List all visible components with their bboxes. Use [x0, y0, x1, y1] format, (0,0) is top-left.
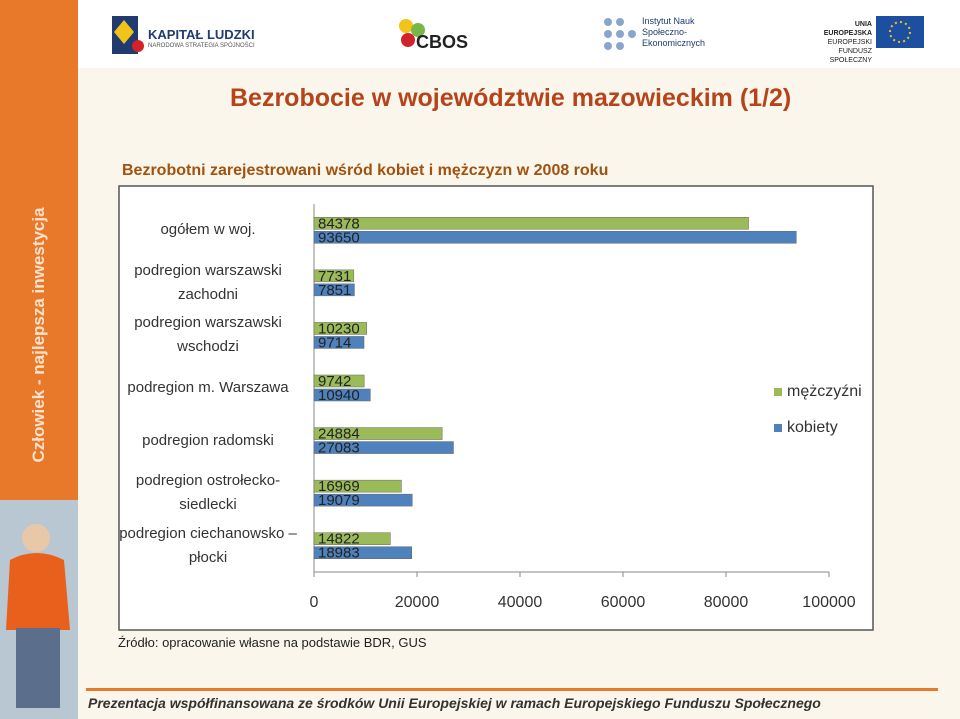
logo-text: Społeczno-: [642, 27, 688, 37]
y-tick-label: podregion warszawski zachodni: [134, 261, 282, 303]
bar: [313, 231, 797, 244]
legend-label: kobiety: [787, 419, 838, 436]
data-label: 7851: [318, 282, 351, 299]
logo-text-block: UNIA EUROPEJSKA EUROPEJSKI FUNDUSZ SPOŁE…: [808, 20, 872, 65]
logo-text-block: Instytut Nauk Społeczno- Ekonomicznych: [642, 16, 705, 49]
insek-icon: [604, 18, 636, 50]
logo-text: UNIA EUROPEJSKA: [823, 21, 872, 37]
bar: [313, 441, 454, 454]
bar: [313, 427, 443, 440]
bar: [313, 283, 355, 297]
logo-text: FUNDUSZ SPOŁECZNY: [829, 48, 872, 64]
bar: [313, 336, 365, 349]
data-label: 10940: [318, 387, 360, 404]
eu-flag: [876, 16, 924, 48]
legend-swatch: [774, 388, 782, 396]
chart-subtitle: Bezrobotni zarejestrowani wśród kobiet i…: [122, 162, 609, 179]
bar: [313, 532, 391, 545]
bar: [313, 322, 367, 335]
x-tick-label: 20000: [395, 594, 440, 611]
bar: [313, 388, 371, 402]
source-note: Źródło: opracowanie własne na podstawie …: [118, 635, 427, 650]
logo-text: Ekonomicznych: [642, 38, 706, 48]
y-tick-label: ogółem w woj.: [160, 221, 256, 239]
data-label: 16969: [318, 478, 360, 495]
y-tick-label: podregion radomski: [142, 431, 274, 449]
data-label: 84378: [318, 215, 360, 232]
bar: [313, 269, 355, 283]
logo-text: EUROPEJSKI: [827, 39, 872, 46]
y-tick-label: podregion ostrołecko-siedlecki: [135, 472, 281, 514]
photo-shapes: [0, 500, 78, 719]
logo-text: KAPITAŁ LUDZKI: [148, 27, 255, 42]
bar: [313, 217, 749, 230]
legend-swatch: [774, 424, 782, 432]
data-label: 19079: [318, 492, 360, 509]
data-label: 18983: [318, 545, 360, 562]
x-tick-label: 80000: [704, 594, 749, 611]
data-label: 24884: [318, 426, 360, 443]
bar: [313, 546, 413, 559]
side-photo: [0, 500, 78, 719]
footer-rule: [86, 688, 938, 691]
x-tick-label: 100000: [802, 594, 855, 611]
y-tick-label: podregion ciechanowsko – płocki: [119, 524, 297, 566]
kl-logo-icon: [112, 16, 144, 54]
footer-text: Prezentacja współfinansowana ze środków …: [88, 695, 821, 711]
logo-text: NARODOWA STRATEGIA SPÓJNOŚCI: [148, 43, 255, 49]
data-label: 10230: [318, 320, 360, 337]
bar: [313, 479, 402, 493]
data-label: 9714: [318, 334, 351, 351]
bar: [313, 374, 365, 388]
x-tick-label: 0: [310, 594, 319, 611]
logo-bar: KAPITAŁ LUDZKI NARODOWA STRATEGIA SPÓJNO…: [78, 0, 960, 68]
side-strip: [0, 0, 78, 500]
logo-text: Instytut Nauk: [642, 16, 695, 26]
chart-frame: [118, 185, 874, 631]
slide-title: Bezrobocie w województwie mazowieckim (1…: [230, 84, 792, 112]
x-tick-label: 40000: [498, 594, 543, 611]
y-tick-label: podregion warszawski wschodzi: [134, 314, 282, 356]
x-tick-label: 60000: [601, 594, 646, 611]
bar: [313, 493, 413, 507]
logo-text: CBOS: [416, 32, 469, 52]
data-label: 9742: [318, 373, 351, 390]
data-label: 93650: [318, 229, 360, 246]
y-tick-label: podregion m. Warszawa: [127, 379, 289, 396]
data-label: 27083: [318, 440, 360, 457]
data-label: 7731: [318, 268, 351, 285]
legend-label: mężczyźni: [787, 383, 862, 400]
data-label: 14822: [318, 531, 360, 548]
cbos-icon: [399, 19, 425, 47]
